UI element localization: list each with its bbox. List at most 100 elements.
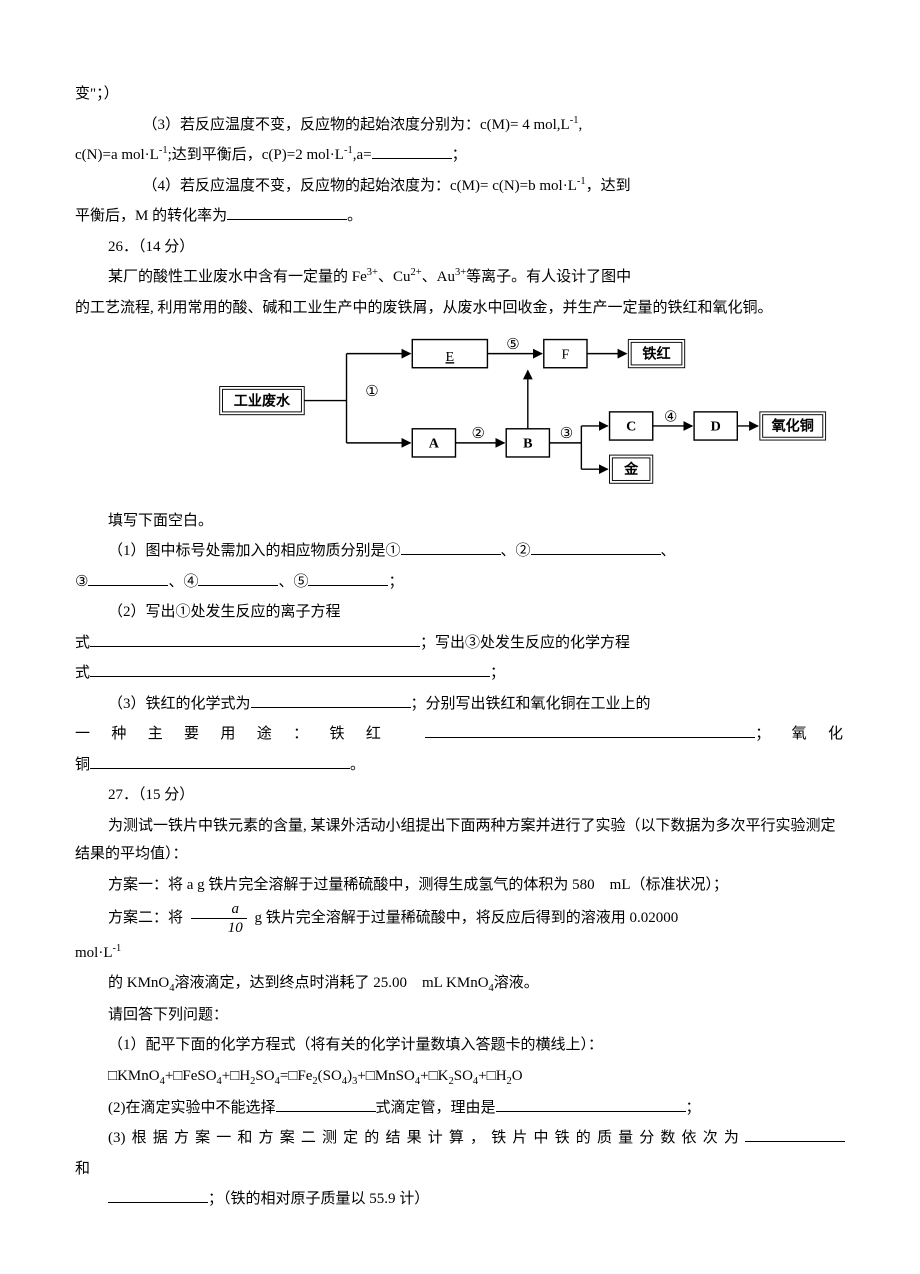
text: 铜 <box>75 757 90 773</box>
sup: -1 <box>577 176 586 187</box>
q26-p1: 某厂的酸性工业废水中含有一定量的 Fe3+、Cu2+、Au3+等离子。有人设计了… <box>75 263 845 292</box>
text: （3）若反应温度不变，反应物的起始浓度分别为：c(M)= 4 mol,L <box>143 117 570 133</box>
lbl-5: ⑤ <box>506 337 519 353</box>
text: 式 <box>75 635 90 651</box>
flowchart: 工业废水 E F 铁红 A B C D 氧化铜 金 <box>215 330 835 490</box>
lbl-4: ④ <box>664 409 677 425</box>
q25-3: （3）若反应温度不变，反应物的起始浓度分别为：c(M)= 4 mol,L-1, <box>75 111 845 140</box>
blank-3[interactable] <box>88 585 168 586</box>
text: MnSO <box>375 1068 415 1084</box>
svg-text:铁红: 铁红 <box>642 345 670 362</box>
text: （1）图中标号处需加入的相应物质分别是① <box>108 543 401 559</box>
blank-ion-eq[interactable] <box>90 646 420 647</box>
text: 、④ <box>168 574 198 590</box>
line-continuation: 变"；） <box>75 80 845 109</box>
q27-3: (3)根据方案一和方案二测定的结果计算，铁片中铁的质量分数依次为 <box>75 1124 845 1153</box>
box[interactable]: □ <box>230 1067 239 1084</box>
text: ；氧化 <box>755 726 845 742</box>
text: 式滴定管，理由是 <box>376 1100 496 1116</box>
q26-p2: 的工艺流程, 利用常用的酸、碱和工业生产中的废铁屑，从废水中回收金，并生产一定量… <box>75 294 845 323</box>
blank-use-cu[interactable] <box>90 768 350 769</box>
q26-3b: 一种主要用途：铁红 ；氧化 <box>75 720 845 749</box>
blank-1[interactable] <box>401 554 501 555</box>
text: (SO <box>318 1068 342 1084</box>
text: KMnO <box>117 1068 160 1084</box>
node-source: 工业废水 <box>220 387 305 415</box>
text: H <box>239 1068 250 1084</box>
q26-2: （2）写出①处发生反应的离子方程 <box>75 598 845 627</box>
svg-text:工业废水: 工业废水 <box>234 392 291 409</box>
q27-equation: □KMnO4+□FeSO4+□H2SO4=□Fe2(SO4)3+□MnSO4+□… <box>75 1062 845 1092</box>
lbl-2: ② <box>471 426 484 442</box>
q26-2-line: 式 ；写出③处发生反应的化学方程 <box>75 629 845 658</box>
q26-fill-prompt: 填写下面空白。 <box>75 507 845 536</box>
text: 。 <box>350 757 365 773</box>
blank-frac2[interactable] <box>108 1202 208 1203</box>
node-A: A <box>412 429 455 457</box>
box[interactable]: □ <box>366 1067 375 1084</box>
lbl-1: ① <box>365 384 378 400</box>
text: (2)在滴定实验中不能选择 <box>108 1100 276 1116</box>
text: （3）铁红的化学式为 <box>108 696 251 712</box>
text: ； <box>686 1100 701 1116</box>
box[interactable]: □ <box>108 1067 117 1084</box>
svg-text:C: C <box>626 419 636 435</box>
sup: 3+ <box>455 267 466 278</box>
text: ； <box>452 147 467 163</box>
svg-text:A: A <box>429 436 440 452</box>
q25-4: （4）若反应温度不变，反应物的起始浓度为：c(M)= c(N)=b mol·L-… <box>75 172 845 201</box>
blank-chem-eq[interactable] <box>90 676 490 677</box>
node-B: B <box>506 429 549 457</box>
text: 等离子。有人设计了图中 <box>466 269 631 285</box>
blank-formula[interactable] <box>251 707 411 708</box>
sup: -1 <box>344 145 353 156</box>
text: 方案二：将 <box>108 910 183 926</box>
text: 、⑤ <box>278 574 308 590</box>
svg-text:B: B <box>523 436 532 452</box>
text: （4）若反应温度不变，反应物的起始浓度为：c(M)= c(N)=b mol·L <box>143 178 577 194</box>
text: ； <box>490 665 505 681</box>
q27-3b: 和 <box>75 1155 845 1184</box>
q25-3-line2: c(N)=a mol·L-1;达到平衡后，c(P)=2 mol·L-1,a=； <box>75 141 845 170</box>
q26-3c: 铜。 <box>75 751 845 780</box>
frac-den: 10 <box>191 919 247 937</box>
blank-frac1[interactable] <box>745 1141 845 1142</box>
node-E: E <box>412 340 487 368</box>
text: 一种主要用途：铁红 <box>75 726 402 742</box>
q26-1: （1）图中标号处需加入的相应物质分别是①、②、 <box>75 537 845 566</box>
box[interactable]: □ <box>487 1067 496 1084</box>
q26-3: （3）铁红的化学式为 ；分别写出铁红和氧化铜在工业上的 <box>75 690 845 719</box>
text: 溶液滴定，达到终点时消耗了 25.00 mL KMnO <box>175 975 489 991</box>
box[interactable]: □ <box>173 1067 182 1084</box>
text: ；写出③处发生反应的化学方程 <box>420 635 630 651</box>
svg-text:E: E <box>446 349 455 365</box>
blank-a[interactable] <box>372 158 452 159</box>
text: mol·L <box>75 945 113 961</box>
blank-5[interactable] <box>308 585 388 586</box>
blank-burette[interactable] <box>276 1111 376 1112</box>
blank-2[interactable] <box>531 554 661 555</box>
blank-4[interactable] <box>198 585 278 586</box>
q26-header: 26．（14 分） <box>75 233 845 262</box>
q25-4-line2: 平衡后，M 的转化率为。 <box>75 202 845 231</box>
text: 溶液。 <box>494 975 539 991</box>
node-F: F <box>544 340 587 368</box>
box[interactable]: □ <box>429 1067 438 1084</box>
blank-conv[interactable] <box>227 219 347 220</box>
text: K <box>438 1068 449 1084</box>
text: (3)根据方案一和方案二测定的结果计算，铁片中铁的质量分数依次为 <box>108 1130 745 1146</box>
text: Fe <box>297 1068 312 1084</box>
text: 某厂的酸性工业废水中含有一定量的 Fe <box>108 269 367 285</box>
blank-reason[interactable] <box>496 1111 686 1112</box>
sup: 3+ <box>367 267 378 278</box>
text: 。 <box>347 208 362 224</box>
sup: -1 <box>113 943 122 954</box>
q27-answer-prompt: 请回答下列问题： <box>75 1001 845 1030</box>
text: ；分别写出铁红和氧化铜在工业上的 <box>411 696 651 712</box>
q26-2-line2: 式； <box>75 659 845 688</box>
node-gold: 金 <box>610 455 653 483</box>
blank-use-iron[interactable] <box>425 737 755 738</box>
node-copper-oxide: 氧化铜 <box>760 412 826 440</box>
lbl-3: ③ <box>560 426 573 442</box>
text: 、② <box>501 543 531 559</box>
